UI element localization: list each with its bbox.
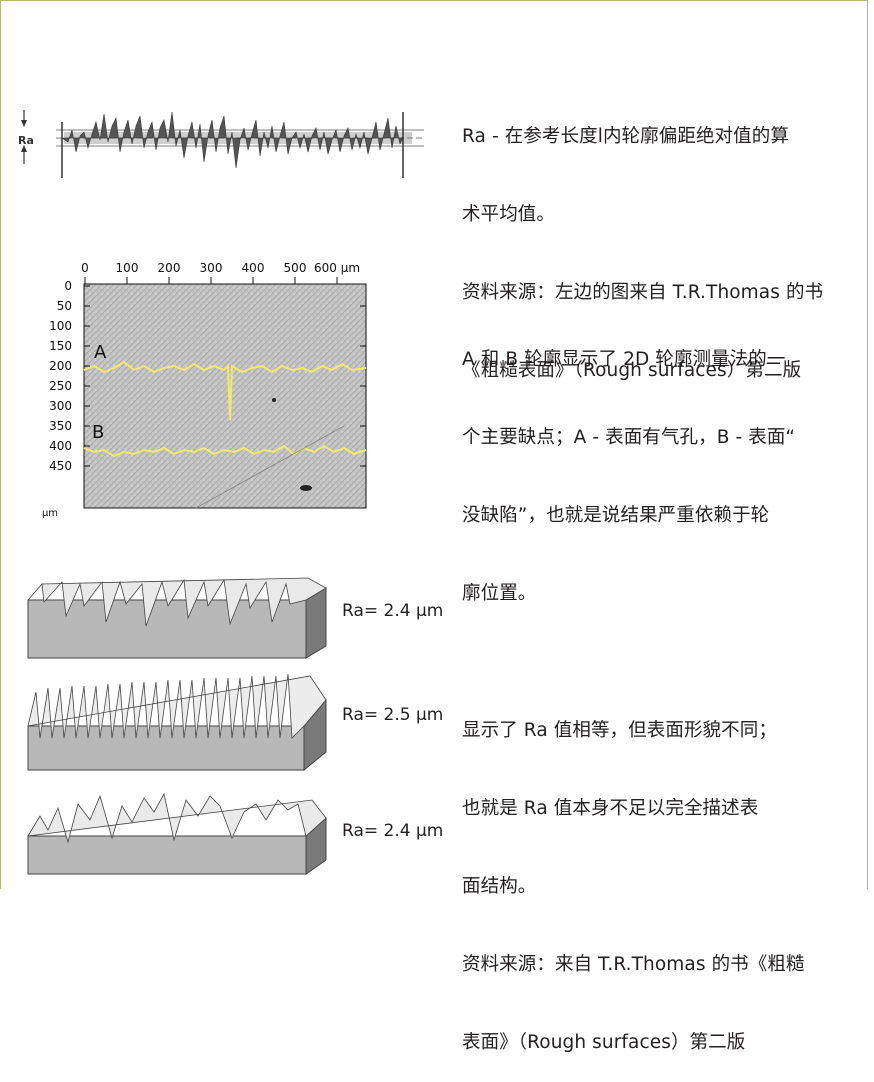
text-line: 没缺陷”，也就是说结果严重依赖于轮 (462, 505, 770, 526)
y-tick: 450 (49, 459, 72, 473)
y-tick: 350 (49, 419, 72, 433)
text-line: 也就是 Ra 值本身不足以完全描述表 (462, 798, 759, 819)
y-axis (84, 285, 366, 467)
profile-map-figure: 0 100 200 300 400 500 600 µm 0 50 100 15… (42, 261, 367, 519)
text-line: 面结构。 (462, 876, 537, 897)
surface-text: 显示了 Ra 值相等，但表面形貌不同； 也就是 Ra 值本身不足以完全描述表 面… (462, 666, 805, 1082)
ra-value-2: Ra= 2.5 µm (342, 705, 444, 725)
profile-text: A 和 B 轮廓显示了 2D 轮廓测量法的一 个主要缺点；A - 表面有气孔，B… (462, 295, 795, 633)
y-tick: 0 (64, 279, 72, 293)
surface-3 (27, 792, 327, 875)
surface-1 (27, 577, 327, 659)
label-a: A (94, 342, 107, 363)
text-line: A 和 B 轮廓显示了 2D 轮廓测量法的一 (462, 349, 786, 370)
y-tick: 150 (49, 339, 72, 353)
ra-fig-label: Ra (18, 134, 34, 147)
y-tick: 200 (49, 359, 72, 373)
ra-value-1: Ra= 2.4 µm (342, 601, 444, 621)
text-line: 术平均值。 (462, 204, 556, 225)
x-tick: 600 µm (314, 261, 360, 275)
x-tick: 100 (116, 261, 139, 275)
text-line: 《粗糙表面》（Rough surfaces）第二版 (462, 360, 802, 381)
text-line: 显示了 Ra 值相等，但表面形貌不同； (462, 720, 777, 741)
y-unit: µm (42, 508, 58, 519)
label-b: B (92, 422, 104, 443)
y-tick: 50 (57, 299, 72, 313)
y-tick: 300 (49, 399, 72, 413)
y-tick: 400 (49, 439, 72, 453)
text-line: 个主要缺点；A - 表面有气孔，B - 表面“ (462, 427, 796, 448)
x-tick: 400 (242, 261, 265, 275)
x-tick: 300 (200, 261, 223, 275)
y-tick: 250 (49, 379, 72, 393)
content-frame (0, 0, 868, 889)
profile-line-a (83, 360, 367, 421)
text-line: 表面》（Rough surfaces）第二版 (462, 1032, 746, 1053)
x-tick: 500 (284, 261, 307, 275)
profile-line-b (83, 444, 367, 458)
text-line: Ra - 在参考长度l内轮廓偏距绝对值的算 (462, 126, 789, 147)
x-tick: 0 (81, 261, 89, 275)
ra-value-3: Ra= 2.4 µm (342, 821, 444, 841)
x-axis (84, 277, 338, 284)
ra-definition-text: Ra - 在参考长度l内轮廓偏距绝对值的算 术平均值。 资料来源：左边的图来自 … (462, 72, 823, 410)
y-tick: 100 (49, 319, 72, 333)
ra-profile-figure: Ra (18, 110, 424, 178)
x-tick: 200 (158, 261, 181, 275)
text-line: 廓位置。 (462, 583, 537, 604)
surface-2 (27, 673, 327, 772)
text-line: 资料来源：左边的图来自 T.R.Thomas 的书 (462, 282, 824, 303)
text-line: 资料来源：来自 T.R.Thomas 的书《粗糙 (462, 954, 805, 975)
